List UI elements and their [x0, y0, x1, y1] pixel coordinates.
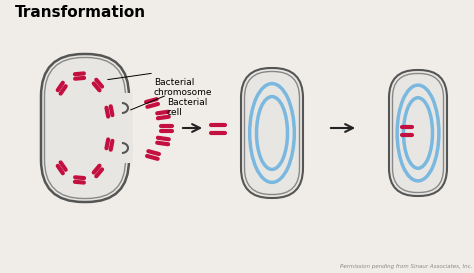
Text: Permission pending from Sinaur Associates, Inc.: Permission pending from Sinaur Associate…: [340, 264, 472, 269]
Text: Bacterial
chromosome: Bacterial chromosome: [154, 78, 212, 97]
FancyBboxPatch shape: [41, 54, 129, 202]
Text: Bacterial
cell: Bacterial cell: [167, 98, 207, 117]
Text: Transformation: Transformation: [15, 5, 146, 20]
FancyBboxPatch shape: [389, 70, 447, 196]
FancyBboxPatch shape: [103, 93, 133, 163]
FancyBboxPatch shape: [241, 68, 303, 198]
